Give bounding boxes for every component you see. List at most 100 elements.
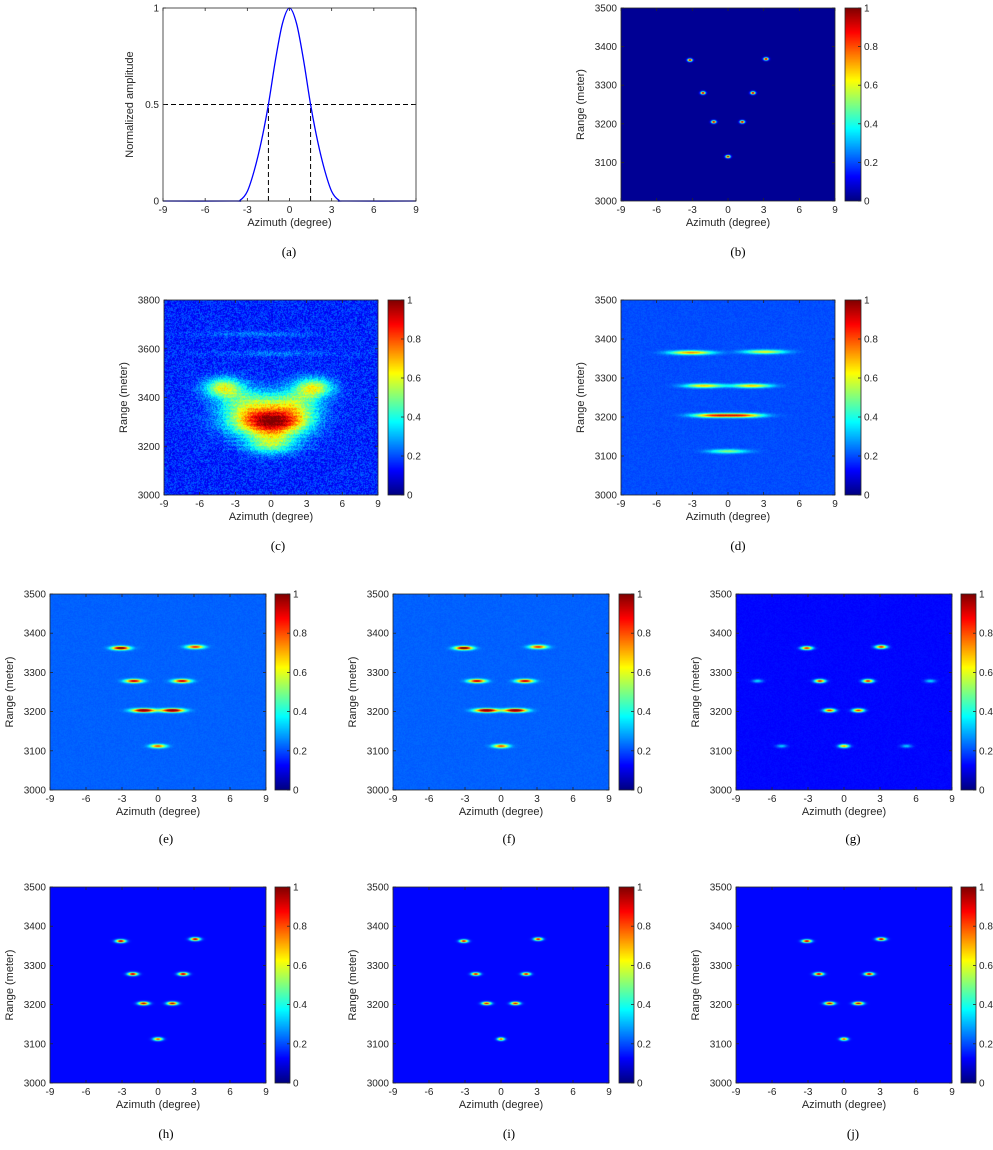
x-tick-label: -3 bbox=[231, 499, 240, 510]
y-tick-label: 3000 bbox=[595, 491, 618, 502]
y-tick-label: 3500 bbox=[24, 883, 47, 894]
x-tick-label: -3 bbox=[461, 794, 470, 805]
x-tick-label: 3 bbox=[191, 1087, 197, 1098]
x-tick-label: 9 bbox=[606, 794, 612, 805]
y-tick-label: 3200 bbox=[595, 119, 618, 130]
y-tick-label: 3300 bbox=[595, 81, 618, 92]
x-tick-label: -6 bbox=[768, 794, 777, 805]
panel-caption: (b) bbox=[730, 244, 745, 259]
x-tick-label: 3 bbox=[761, 499, 767, 510]
x-tick-label: -3 bbox=[688, 205, 697, 216]
y-tick-label: 3200 bbox=[710, 1000, 733, 1011]
y-tick-label: 3000 bbox=[595, 197, 618, 208]
x-tick-label: 3 bbox=[304, 499, 310, 510]
colorbar bbox=[619, 887, 634, 1083]
y-tick-label: 3100 bbox=[367, 1039, 390, 1050]
y-axis-label: Range (meter) bbox=[118, 362, 130, 433]
x-tick-label: 0 bbox=[268, 499, 274, 510]
x-axis-label: Azimuth (degree) bbox=[116, 1099, 200, 1111]
panel-caption: (f) bbox=[503, 831, 516, 846]
colorbar-tick-label: 1 bbox=[637, 883, 643, 894]
colorbar-tick-label: 0.4 bbox=[293, 707, 307, 718]
x-axis-label: Azimuth (degree) bbox=[802, 1099, 886, 1111]
colorbar-tick-label: 1 bbox=[637, 590, 643, 601]
x-tick-label: 6 bbox=[371, 205, 377, 216]
y-tick-label: 3100 bbox=[24, 1039, 47, 1050]
colorbar-tick-label: 0.2 bbox=[864, 452, 878, 463]
y-tick-label: 3000 bbox=[710, 786, 733, 797]
x-tick-label: 6 bbox=[797, 499, 803, 510]
colorbar bbox=[961, 887, 976, 1083]
colorbar-tick-label: 0.4 bbox=[864, 413, 878, 424]
x-tick-label: -9 bbox=[159, 205, 168, 216]
colorbar-tick-label: 1 bbox=[407, 296, 413, 307]
x-axis-label: Azimuth (degree) bbox=[459, 1099, 543, 1111]
x-tick-label: 0 bbox=[155, 1087, 161, 1098]
y-tick-label: 3600 bbox=[138, 344, 161, 355]
x-tick-label: -9 bbox=[389, 1087, 398, 1098]
y-tick-label: 1 bbox=[153, 4, 159, 15]
y-tick-label: 3300 bbox=[24, 961, 47, 972]
y-tick-label: 3300 bbox=[710, 668, 733, 679]
heatmap-image bbox=[621, 300, 835, 495]
colorbar-tick-label: 1 bbox=[293, 883, 299, 894]
colorbar-tick-label: 0.2 bbox=[637, 1039, 651, 1050]
heatmap-image bbox=[50, 594, 266, 790]
x-axis-label: Azimuth (degree) bbox=[116, 806, 200, 818]
colorbar-tick-label: 0 bbox=[979, 786, 985, 797]
colorbar-tick-label: 0.2 bbox=[979, 746, 993, 757]
colorbar-tick-label: 1 bbox=[864, 4, 870, 15]
x-tick-label: 3 bbox=[761, 205, 767, 216]
y-tick-label: 3100 bbox=[24, 746, 47, 757]
x-tick-label: 9 bbox=[263, 794, 269, 805]
x-tick-label: 9 bbox=[832, 205, 838, 216]
heatmap-image bbox=[164, 300, 378, 495]
y-tick-label: 3400 bbox=[710, 629, 733, 640]
panel-caption: (a) bbox=[282, 244, 296, 259]
colorbar-tick-label: 0 bbox=[293, 1079, 299, 1090]
colorbar-tick-label: 0.2 bbox=[637, 746, 651, 757]
y-tick-label: 0 bbox=[153, 197, 159, 208]
y-tick-label: 3000 bbox=[138, 491, 161, 502]
heatmap-image bbox=[736, 594, 952, 790]
y-tick-label: 3200 bbox=[24, 707, 47, 718]
colorbar-tick-label: 0.4 bbox=[979, 707, 993, 718]
x-tick-label: 0 bbox=[498, 1087, 504, 1098]
y-axis-label: Range (meter) bbox=[347, 950, 359, 1021]
y-tick-label: 3300 bbox=[367, 961, 390, 972]
y-tick-label: 3400 bbox=[367, 922, 390, 933]
x-tick-label: 3 bbox=[191, 794, 197, 805]
x-tick-label: -9 bbox=[46, 794, 55, 805]
colorbar bbox=[388, 300, 404, 495]
y-tick-label: 3200 bbox=[367, 1000, 390, 1011]
x-tick-label: 0 bbox=[498, 794, 504, 805]
x-tick-label: -6 bbox=[425, 1087, 434, 1098]
x-tick-label: -6 bbox=[768, 1087, 777, 1098]
colorbar-tick-label: 1 bbox=[979, 883, 985, 894]
colorbar-tick-label: 0.8 bbox=[293, 922, 307, 933]
y-tick-label: 3200 bbox=[138, 442, 161, 453]
panel-caption: (c) bbox=[271, 538, 285, 553]
y-tick-label: 3500 bbox=[595, 4, 618, 15]
colorbar-tick-label: 0.2 bbox=[407, 452, 421, 463]
y-tick-label: 3800 bbox=[138, 296, 161, 307]
y-tick-label: 3000 bbox=[367, 1079, 390, 1090]
colorbar-tick-label: 0.6 bbox=[864, 374, 878, 385]
x-tick-label: 6 bbox=[797, 205, 803, 216]
y-tick-label: 3400 bbox=[24, 922, 47, 933]
x-tick-label: 6 bbox=[227, 1087, 233, 1098]
x-tick-label: 6 bbox=[227, 794, 233, 805]
colorbar-tick-label: 0.4 bbox=[864, 119, 878, 130]
y-tick-label: 3100 bbox=[710, 746, 733, 757]
y-tick-label: 3400 bbox=[595, 42, 618, 53]
x-tick-label: 0 bbox=[155, 794, 161, 805]
x-axis-label: Azimuth (degree) bbox=[459, 806, 543, 818]
colorbar-tick-label: 0.2 bbox=[864, 158, 878, 169]
y-tick-label: 0.5 bbox=[145, 100, 159, 111]
colorbar-tick-label: 0.6 bbox=[293, 668, 307, 679]
